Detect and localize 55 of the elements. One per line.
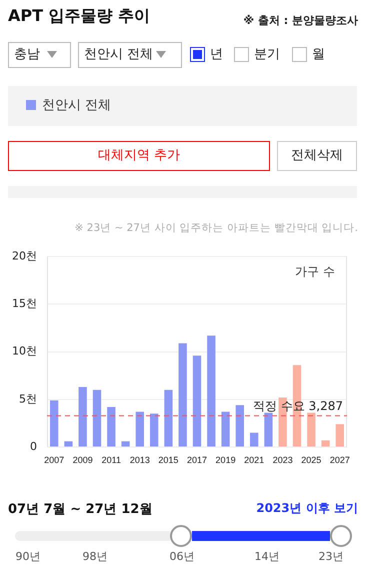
bar bbox=[164, 390, 173, 446]
x-tick-label: 2015 bbox=[158, 454, 178, 465]
bar bbox=[107, 407, 116, 446]
chart-title: APT 입주물량 추이 bbox=[8, 6, 150, 27]
text: 2023년 이후 보기 bbox=[256, 500, 358, 517]
bar bbox=[207, 336, 216, 446]
bar bbox=[336, 424, 344, 446]
x-tick-label: 2023 bbox=[272, 454, 293, 465]
text: ※ 23년 ~ 27년 사이 입주하는 아파트는 빨간막대 입니다. bbox=[74, 221, 358, 235]
text: ※ 출처 : 분양물량조사 bbox=[243, 13, 358, 28]
y-tick-label: 15천 bbox=[12, 297, 37, 310]
text: 90년 bbox=[14, 549, 42, 564]
bar bbox=[136, 412, 144, 446]
y-tick-label: 5천 bbox=[19, 392, 37, 406]
bar bbox=[307, 412, 316, 446]
y-tick-label: 20천 bbox=[12, 249, 37, 262]
bar bbox=[50, 400, 58, 446]
ref-line-label: 적정 수요 3,287 bbox=[253, 398, 343, 413]
bar bbox=[64, 441, 73, 446]
text: 98년 bbox=[82, 549, 108, 564]
x-tick-label: 2027 bbox=[330, 454, 350, 465]
y-tick-label: 10천 bbox=[12, 344, 37, 358]
legend-label: 천안시 전체 bbox=[42, 97, 112, 114]
text: 분기 bbox=[254, 46, 280, 63]
x-tick-label: 2009 bbox=[72, 454, 93, 465]
x-tick-label: 2011 bbox=[102, 454, 121, 465]
bar bbox=[121, 441, 130, 446]
bar bbox=[236, 405, 244, 446]
text: 월 bbox=[312, 46, 325, 63]
bar bbox=[264, 412, 273, 446]
x-tick-label: 2025 bbox=[301, 454, 322, 465]
x-tick-label: 2013 bbox=[130, 454, 150, 465]
add-region-button: 대체지역 추가 bbox=[8, 141, 270, 171]
city-select: 천안시 전체 bbox=[78, 42, 182, 68]
bar bbox=[150, 414, 158, 446]
bar bbox=[221, 412, 230, 446]
x-tick-label: 2007 bbox=[44, 454, 64, 465]
text: 년 bbox=[210, 46, 223, 63]
text: 14년 bbox=[254, 549, 280, 564]
y-tick-label: 0 bbox=[30, 440, 37, 453]
bar bbox=[250, 432, 258, 446]
bar bbox=[92, 390, 102, 446]
bar bbox=[321, 440, 330, 446]
annotation: 가구 수 bbox=[295, 264, 335, 279]
x-tick-label: 2017 bbox=[186, 454, 208, 465]
bar bbox=[78, 387, 87, 446]
text: 06년 bbox=[168, 549, 196, 564]
text: 23년 bbox=[318, 549, 344, 564]
text: 07년 7월 ~ 27년 12월 bbox=[8, 501, 152, 518]
x-tick-label: 2021 bbox=[244, 454, 264, 465]
bar bbox=[192, 356, 202, 446]
region-select: 충남 bbox=[8, 42, 71, 68]
bar bbox=[178, 343, 187, 446]
x-tick-label: 2019 bbox=[216, 454, 236, 465]
delete-all-button: 전체삭제 bbox=[277, 141, 357, 171]
